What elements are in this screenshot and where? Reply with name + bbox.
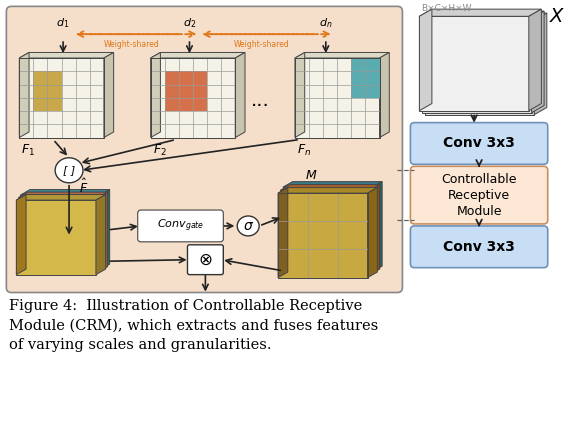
Polygon shape: [18, 197, 98, 272]
Polygon shape: [20, 190, 110, 195]
Bar: [33, 71, 48, 85]
Text: $d_2$: $d_2$: [183, 16, 196, 30]
Bar: [193, 98, 207, 111]
Polygon shape: [373, 181, 382, 272]
Polygon shape: [367, 187, 377, 278]
FancyBboxPatch shape: [138, 210, 223, 242]
Polygon shape: [422, 18, 532, 113]
Text: $F_n$: $F_n$: [297, 143, 311, 158]
Polygon shape: [420, 16, 529, 111]
Text: Weight-shared: Weight-shared: [234, 40, 290, 49]
Bar: [165, 85, 179, 98]
Text: Conv 3x3: Conv 3x3: [443, 137, 515, 150]
Bar: [366, 58, 379, 71]
Polygon shape: [534, 13, 547, 114]
Polygon shape: [529, 9, 541, 111]
Bar: [48, 71, 61, 85]
Polygon shape: [150, 52, 160, 137]
Bar: [179, 85, 193, 98]
FancyBboxPatch shape: [410, 226, 548, 268]
Text: $\otimes$: $\otimes$: [198, 251, 212, 269]
Bar: [48, 98, 61, 111]
Text: $M$: $M$: [305, 169, 317, 182]
Polygon shape: [283, 187, 373, 272]
Polygon shape: [295, 58, 379, 137]
Bar: [179, 71, 193, 85]
Bar: [351, 58, 366, 71]
Polygon shape: [281, 190, 370, 275]
Text: $F_2$: $F_2$: [153, 143, 166, 158]
Polygon shape: [295, 52, 305, 137]
Text: B×C×H×W: B×C×H×W: [421, 4, 472, 13]
Text: Weight-shared: Weight-shared: [104, 40, 160, 49]
Text: $Conv_{gate}$: $Conv_{gate}$: [157, 218, 204, 234]
Polygon shape: [20, 195, 100, 270]
Text: $d_1$: $d_1$: [56, 16, 69, 30]
Polygon shape: [98, 192, 108, 272]
Bar: [179, 98, 193, 111]
Bar: [193, 71, 207, 85]
Bar: [165, 98, 179, 111]
Polygon shape: [18, 192, 108, 197]
Bar: [366, 85, 379, 98]
Polygon shape: [425, 20, 534, 114]
Bar: [33, 85, 48, 98]
Text: [ ]: [ ]: [63, 165, 75, 175]
Polygon shape: [379, 52, 389, 137]
Polygon shape: [16, 194, 106, 200]
Text: ...: ...: [251, 91, 270, 110]
Polygon shape: [20, 52, 29, 137]
Polygon shape: [100, 190, 110, 270]
Polygon shape: [420, 9, 541, 16]
Polygon shape: [281, 184, 380, 190]
Text: Conv 3x3: Conv 3x3: [443, 240, 515, 254]
Text: Figure 4:  Illustration of Controllable Receptive
Module (CRM), which extracts a: Figure 4: Illustration of Controllable R…: [9, 299, 379, 353]
Bar: [48, 85, 61, 98]
Polygon shape: [20, 58, 104, 137]
Bar: [366, 71, 379, 85]
Polygon shape: [235, 52, 245, 137]
Bar: [351, 85, 366, 98]
Polygon shape: [295, 52, 389, 58]
Polygon shape: [283, 181, 382, 187]
Text: $X$: $X$: [549, 7, 566, 26]
Polygon shape: [96, 194, 106, 275]
FancyBboxPatch shape: [188, 245, 223, 275]
Polygon shape: [16, 200, 96, 275]
Polygon shape: [532, 11, 544, 113]
Polygon shape: [16, 194, 26, 275]
Bar: [33, 98, 48, 111]
Polygon shape: [150, 52, 245, 58]
FancyBboxPatch shape: [410, 123, 548, 164]
FancyBboxPatch shape: [410, 166, 548, 224]
Polygon shape: [425, 13, 547, 20]
Text: $d_n$: $d_n$: [319, 16, 332, 30]
Text: Controllable
Receptive
Module: Controllable Receptive Module: [441, 173, 517, 218]
Polygon shape: [278, 187, 377, 193]
Text: $\sigma$: $\sigma$: [243, 219, 254, 233]
Polygon shape: [422, 11, 544, 18]
FancyBboxPatch shape: [6, 6, 402, 292]
Polygon shape: [420, 9, 432, 111]
Polygon shape: [278, 193, 367, 278]
Ellipse shape: [55, 158, 83, 183]
Text: $\hat{F}$: $\hat{F}$: [79, 178, 88, 196]
Bar: [165, 71, 179, 85]
Polygon shape: [20, 52, 114, 58]
Polygon shape: [150, 58, 235, 137]
Ellipse shape: [237, 216, 259, 236]
Polygon shape: [370, 184, 380, 275]
Polygon shape: [278, 187, 288, 278]
Polygon shape: [104, 52, 114, 137]
Bar: [351, 71, 366, 85]
Bar: [193, 85, 207, 98]
Text: $F_1$: $F_1$: [21, 143, 35, 158]
